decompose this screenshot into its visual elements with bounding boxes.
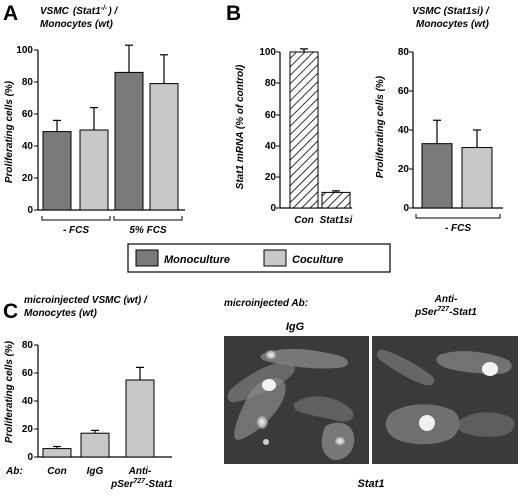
panel-a-title-gene: (Stat1 (73, 6, 101, 17)
micrograph-caption: Stat1 (358, 478, 385, 490)
panel-a-tick: 60 (22, 109, 34, 120)
panel-b-right-tick: 80 (398, 47, 410, 58)
panel-b-letter: B (226, 2, 241, 25)
bar-monoculture (421, 143, 453, 209)
micrograph-igg (224, 336, 369, 464)
bar-coculture (79, 129, 109, 211)
bar-monoculture (114, 71, 144, 211)
panel-b-right-tick: 40 (398, 125, 410, 136)
panel-c-category-line2: pSer727-Stat1 (110, 478, 173, 490)
panel-b-right-ticks: 0 20 40 60 80 (398, 47, 410, 214)
panel-b-right-tick: 20 (398, 164, 410, 175)
panel-b-right-tick: 60 (398, 86, 410, 97)
micrograph-pser-post: -Stat1 (449, 307, 477, 318)
panel-c-ticks: 0 20 40 60 80 (22, 340, 34, 463)
panel-a-tick: 0 (27, 205, 33, 216)
micrograph-label-anti: Anti- (434, 294, 458, 305)
panel-a-title-line2: Monocytes (wt) (40, 19, 113, 30)
panel-a-tick: 40 (22, 141, 34, 152)
panel-b-left-tick: 100 (259, 47, 276, 58)
bar-microinjected (80, 432, 110, 458)
panel-b-left-tick: 60 (265, 110, 277, 121)
legend-label-coculture: Coculture (292, 254, 343, 266)
panel-a: A VSMC (Stat1-/-) / Monocytes (wt) Prolif… (3, 2, 185, 236)
panel-b-right-bars (421, 119, 493, 209)
bar-microinjected (125, 379, 155, 458)
micrograph-label-anti-line2: pSer727-Stat1 (414, 306, 477, 318)
panel-b-left-tick: 40 (265, 141, 277, 152)
panel-a-tick: 100 (16, 45, 33, 56)
panel-b-left-ylabel: Stat1 mRNA (% of control) (235, 64, 246, 189)
panel-c-tick: 80 (22, 340, 34, 351)
bar-monoculture (42, 131, 72, 211)
panel-b-left-tick: 0 (270, 203, 276, 214)
micrograph-section: microinjected Ab: IgG Anti- pSer727-Stat… (224, 294, 518, 490)
panel-c-title-line2: Monocytes (wt) (24, 308, 97, 319)
bar-stat1-mrna (289, 51, 319, 209)
panel-a-bars (42, 44, 179, 211)
micrograph-label-igg: IgG (286, 321, 305, 333)
panel-a-group-label: 5% FCS (129, 225, 167, 236)
panel-c-category: Con (47, 466, 66, 477)
panel-a-tick: 20 (22, 173, 34, 184)
panel-a-title-vsmc: VSMC (40, 6, 70, 17)
panel-c-pser: pSer (110, 479, 134, 490)
panel-b-left-bars (289, 48, 351, 209)
panel-b-left-ticks: 0 20 40 60 80 100 (259, 47, 276, 214)
panel-a-group-brackets (41, 216, 183, 221)
bar-stat1-mrna (321, 191, 351, 209)
panel-b-left-category: Con (294, 215, 313, 226)
legend: Monoculture Coculture (127, 243, 391, 273)
panel-c-pser-post: -Stat1 (145, 479, 173, 490)
panel-c-letter: C (3, 300, 18, 323)
panel-c: C microinjected VSMC (wt) / Monocytes (w… (3, 295, 173, 490)
panel-a-title-sup: -/- (101, 5, 108, 12)
panel-c-category: IgG (87, 466, 104, 477)
panel-b-right-ylabel: Proliferating cells (%) (375, 75, 386, 178)
bar-coculture (149, 83, 179, 211)
panel-b-right-title-line1: VSMC (Stat1si) / (412, 6, 490, 17)
panel-c-tick: 60 (22, 368, 34, 379)
panel-c-tick: 40 (22, 396, 34, 407)
micrograph-title: microinjected Ab: (224, 298, 308, 309)
panel-b: B Stat1 mRNA (% of control) 0 20 40 60 8… (226, 2, 503, 234)
legend-label-monoculture: Monoculture (164, 254, 230, 266)
panel-b-left-tick: 20 (265, 172, 277, 183)
legend-swatch-monoculture (135, 249, 159, 267)
panel-c-bars (42, 366, 155, 458)
panel-a-group-label: - FCS (63, 225, 89, 236)
legend-swatch-coculture (263, 249, 287, 267)
panel-a-letter: A (3, 2, 18, 25)
panel-a-title-line1: VSMC (Stat1-/-) / (40, 5, 118, 17)
panel-c-tick: 0 (27, 452, 33, 463)
panel-b-right-tick: 0 (403, 203, 409, 214)
panel-a-ylabel: Proliferating cells (%) (4, 80, 15, 183)
panel-b-left-tick: 80 (265, 78, 277, 89)
panel-c-ylabel: Proliferating cells (%) (4, 340, 15, 443)
micrograph-anti-pser727 (372, 336, 518, 464)
panel-c-tick: 20 (22, 424, 34, 435)
panel-b-left-category: Stat1si (320, 215, 353, 226)
panel-a-ticks: 0 20 40 60 80 100 (16, 45, 33, 216)
panel-b-right-title-line2: Monocytes (wt) (416, 19, 489, 30)
panel-c-ab-prefix: Ab: (5, 466, 23, 477)
bar-coculture (461, 147, 493, 209)
micrograph-pser: pSer (414, 307, 438, 318)
panel-c-title-line1: microinjected VSMC (wt) / (24, 295, 148, 306)
panel-a-title-close: ) / (107, 6, 118, 17)
panel-b-right-group-label: - FCS (445, 223, 471, 234)
panel-b-right-group-bracket (415, 214, 501, 219)
bar-microinjected (42, 448, 72, 458)
panel-c-pser-sup: 727 (133, 478, 146, 485)
micrograph-pser-sup: 727 (437, 306, 450, 313)
panel-a-tick: 80 (22, 77, 34, 88)
panel-c-category: Anti- (128, 466, 152, 477)
